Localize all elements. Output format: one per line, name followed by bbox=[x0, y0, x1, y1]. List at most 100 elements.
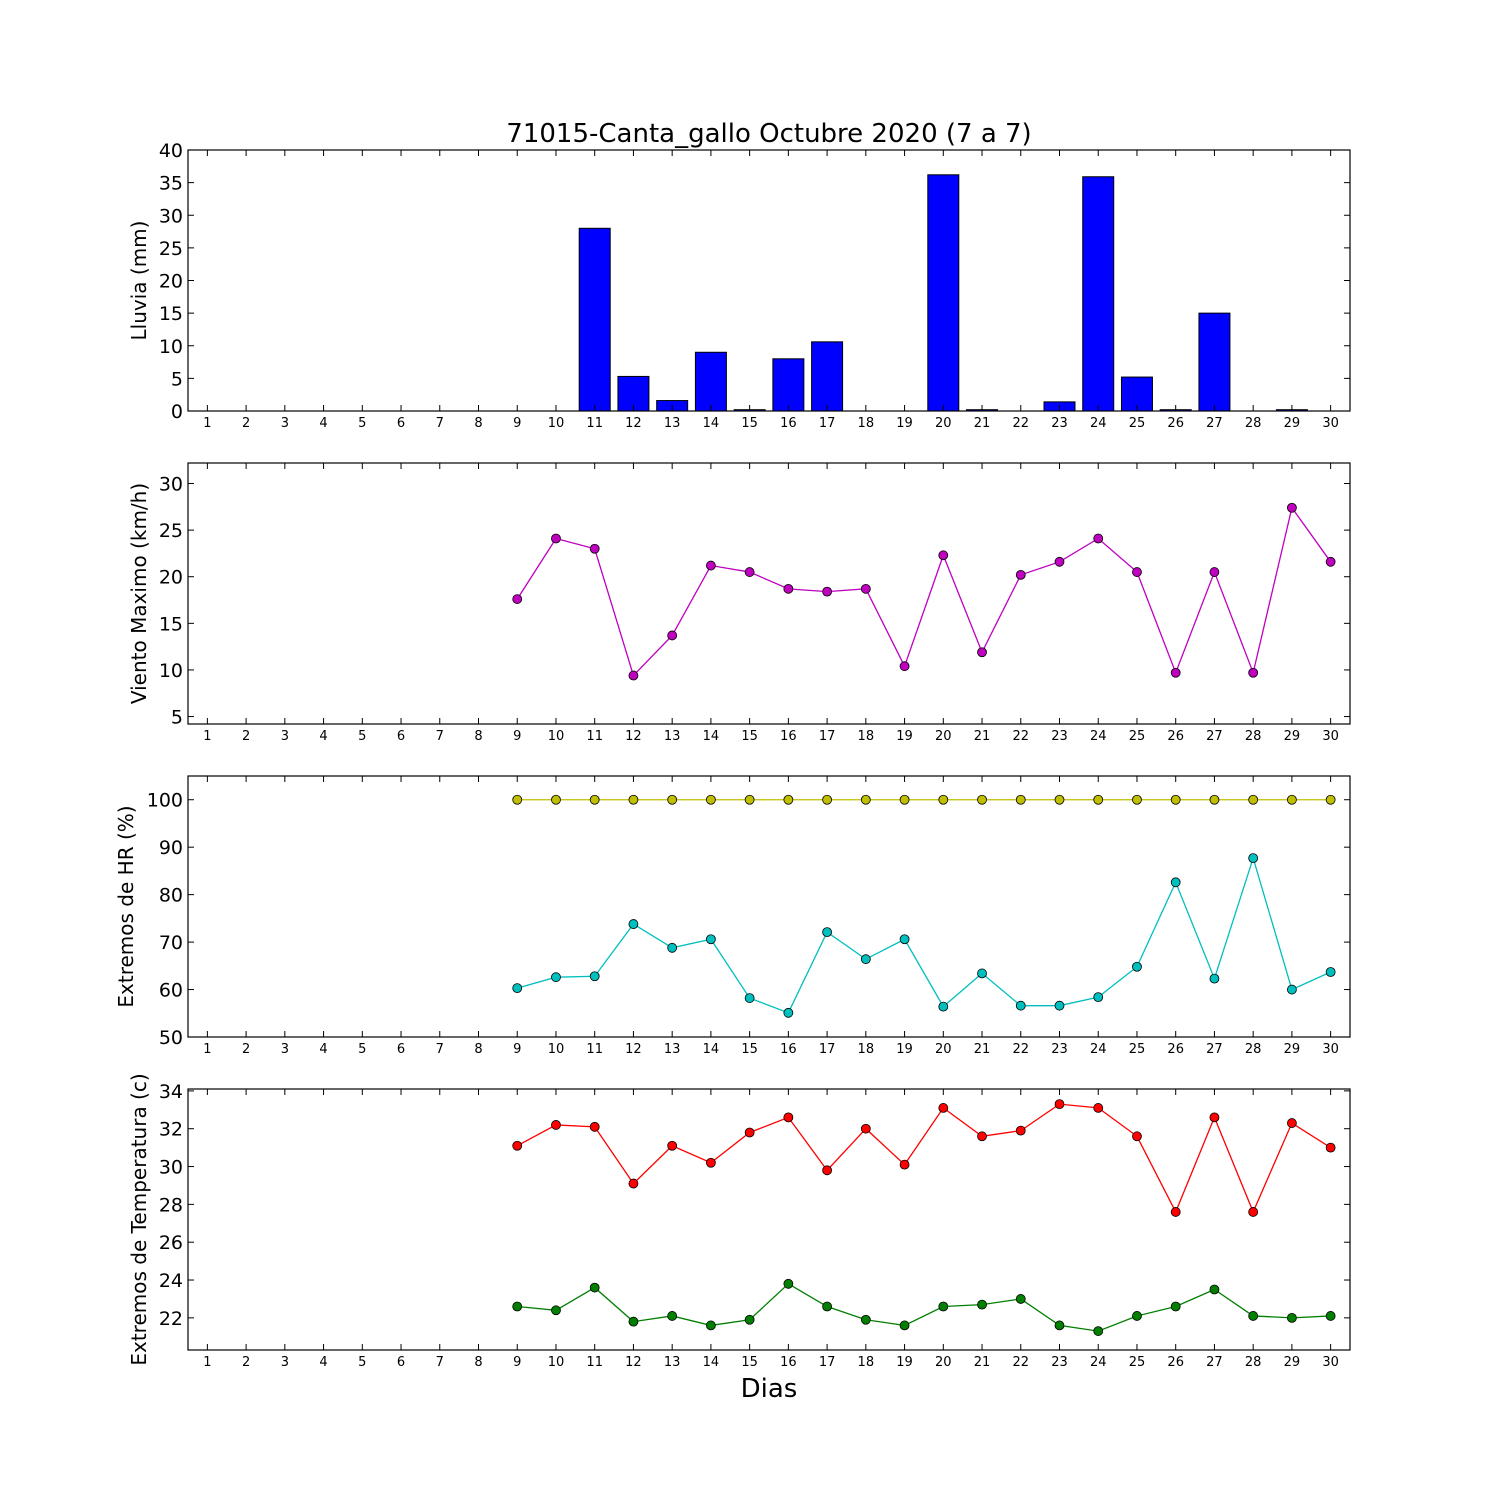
x-tick-label: 8 bbox=[474, 1042, 482, 1057]
point-s2-day-15 bbox=[745, 1315, 754, 1324]
x-tick-label: 25 bbox=[1129, 1355, 1146, 1370]
x-tick-label: 20 bbox=[935, 1042, 952, 1057]
x-tick-label: 17 bbox=[819, 1355, 836, 1370]
point-s1-day-26 bbox=[1171, 795, 1180, 804]
x-tick-label: 29 bbox=[1284, 1355, 1301, 1370]
point-s1-day-25 bbox=[1132, 568, 1141, 577]
x-tick-label: 2 bbox=[242, 1042, 250, 1057]
point-s2-day-20 bbox=[939, 1302, 948, 1311]
x-tick-label: 21 bbox=[974, 1042, 991, 1057]
point-s1-day-16 bbox=[784, 1113, 793, 1122]
point-s1-day-21 bbox=[978, 795, 987, 804]
x-tick-label: 3 bbox=[281, 1355, 289, 1370]
point-s2-day-11 bbox=[590, 972, 599, 981]
point-s1-day-26 bbox=[1171, 1207, 1180, 1216]
point-s2-day-28 bbox=[1249, 1311, 1258, 1320]
x-tick-label: 7 bbox=[436, 1355, 444, 1370]
point-s1-day-9 bbox=[513, 595, 522, 604]
point-s1-day-15 bbox=[745, 1128, 754, 1137]
x-tick-label: 28 bbox=[1245, 729, 1262, 744]
x-tick-label: 6 bbox=[397, 1042, 405, 1057]
x-tick-label: 20 bbox=[935, 729, 952, 744]
point-s2-day-27 bbox=[1210, 974, 1219, 983]
point-s1-day-28 bbox=[1249, 668, 1258, 677]
y-tick-label: 20 bbox=[159, 271, 183, 293]
y-tick-label: 20 bbox=[159, 567, 183, 589]
point-s2-day-20 bbox=[939, 1002, 948, 1011]
y-tick-label: 30 bbox=[159, 474, 183, 496]
point-s1-day-19 bbox=[900, 795, 909, 804]
point-s1-day-30 bbox=[1326, 795, 1335, 804]
point-s2-day-14 bbox=[706, 935, 715, 944]
point-s1-day-17 bbox=[823, 795, 832, 804]
x-tick-label: 24 bbox=[1090, 416, 1107, 431]
point-s1-day-30 bbox=[1326, 557, 1335, 566]
point-s2-day-25 bbox=[1132, 962, 1141, 971]
point-s2-day-23 bbox=[1055, 1001, 1064, 1010]
x-tick-label: 12 bbox=[625, 416, 642, 431]
point-s2-day-18 bbox=[861, 955, 870, 964]
x-tick-label: 16 bbox=[780, 729, 797, 744]
point-s1-day-13 bbox=[668, 1141, 677, 1150]
series-line-2 bbox=[517, 1284, 1330, 1331]
y-tick-label: 100 bbox=[147, 790, 183, 812]
y-tick-label: 30 bbox=[159, 1157, 183, 1179]
y-axis-label: Viento Maximo (km/h) bbox=[127, 483, 151, 704]
x-tick-label: 29 bbox=[1284, 729, 1301, 744]
x-tick-label: 15 bbox=[741, 729, 758, 744]
x-tick-label: 19 bbox=[896, 729, 913, 744]
x-tick-label: 2 bbox=[242, 416, 250, 431]
y-tick-label: 5 bbox=[171, 368, 183, 390]
x-tick-label: 16 bbox=[780, 1042, 797, 1057]
x-tick-label: 26 bbox=[1167, 729, 1184, 744]
point-s1-day-25 bbox=[1132, 795, 1141, 804]
y-tick-label: 90 bbox=[159, 837, 183, 859]
x-tick-label: 17 bbox=[819, 416, 836, 431]
point-s1-day-24 bbox=[1094, 1103, 1103, 1112]
point-s1-day-15 bbox=[745, 568, 754, 577]
point-s2-day-27 bbox=[1210, 1285, 1219, 1294]
x-tick-label: 13 bbox=[664, 416, 681, 431]
x-tick-label: 18 bbox=[858, 729, 875, 744]
y-tick-label: 60 bbox=[159, 980, 183, 1002]
point-s1-day-9 bbox=[513, 1141, 522, 1150]
panel-1: 1 2 3 4 5 6 7 8 9 10 11 12 13 14 15 16 17 18 19 20 21 22 23 24 2… bbox=[127, 140, 1350, 431]
series-line-2 bbox=[517, 858, 1330, 1013]
point-s2-day-24 bbox=[1094, 1327, 1103, 1336]
point-s2-day-29 bbox=[1287, 1313, 1296, 1322]
x-tick-label: 18 bbox=[858, 1042, 875, 1057]
x-tick-label: 10 bbox=[548, 1355, 565, 1370]
x-tick-label: 9 bbox=[513, 416, 521, 431]
y-tick-label: 15 bbox=[159, 613, 183, 635]
x-tick-label: 14 bbox=[703, 1042, 720, 1057]
x-tick-label: 26 bbox=[1167, 1355, 1184, 1370]
point-s2-day-13 bbox=[668, 1311, 677, 1320]
x-axis-label: Dias bbox=[741, 1374, 798, 1404]
y-tick-label: 34 bbox=[159, 1081, 183, 1103]
point-s1-day-19 bbox=[900, 1160, 909, 1169]
point-s1-day-11 bbox=[590, 544, 599, 553]
bar-day-27 bbox=[1199, 313, 1230, 411]
x-tick-label: 1 bbox=[203, 1355, 211, 1370]
x-tick-label: 30 bbox=[1322, 1042, 1339, 1057]
y-axis-label: Extremos de Temperatura (c) bbox=[127, 1073, 151, 1365]
point-s1-day-18 bbox=[861, 795, 870, 804]
x-tick-label: 24 bbox=[1090, 1042, 1107, 1057]
point-s1-day-23 bbox=[1055, 795, 1064, 804]
point-s1-day-10 bbox=[551, 795, 560, 804]
x-tick-label: 7 bbox=[436, 416, 444, 431]
x-tick-label: 18 bbox=[858, 416, 875, 431]
panel-2: 1 2 3 4 5 6 7 8 9 10 11 12 13 14 15 16 17 18 19 20 21 22 23 24 2… bbox=[127, 463, 1350, 744]
point-s2-day-24 bbox=[1094, 993, 1103, 1002]
x-tick-label: 23 bbox=[1051, 729, 1068, 744]
x-tick-label: 21 bbox=[974, 1355, 991, 1370]
y-axis-label: Extremos de HR (%) bbox=[114, 805, 138, 1007]
x-tick-label: 13 bbox=[664, 729, 681, 744]
x-tick-label: 6 bbox=[397, 1355, 405, 1370]
x-tick-label: 19 bbox=[896, 416, 913, 431]
x-tick-label: 3 bbox=[281, 1042, 289, 1057]
point-s1-day-13 bbox=[668, 631, 677, 640]
bar-day-16 bbox=[773, 359, 804, 411]
x-tick-label: 26 bbox=[1167, 1042, 1184, 1057]
